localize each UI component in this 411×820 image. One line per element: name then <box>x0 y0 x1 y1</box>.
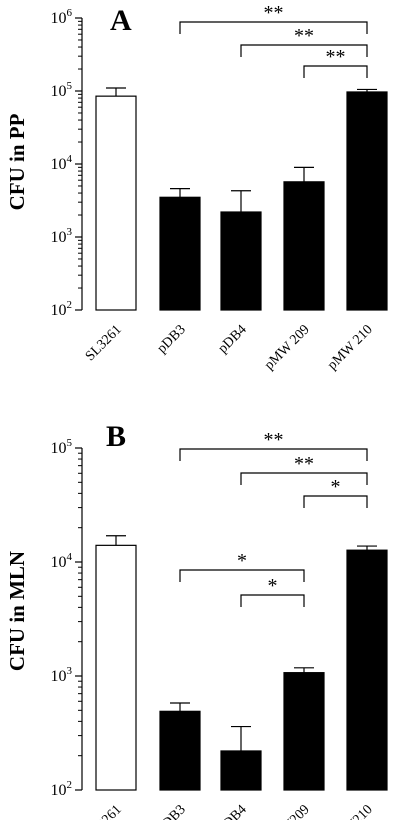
y-tick-label: 102 <box>51 299 73 319</box>
y-axis-label: CFU in PP <box>5 113 29 210</box>
y-tick-label: 105 <box>51 437 73 457</box>
bar-pdb4 <box>220 750 262 791</box>
significance-label: * <box>268 575 278 597</box>
significance-label: ** <box>264 429 284 451</box>
significance-bracket <box>179 569 305 582</box>
y-tick-label: 103 <box>51 665 73 685</box>
y-tick-label: 103 <box>51 226 73 246</box>
x-tick-label: SL3261 <box>83 322 125 364</box>
bar-sl3261 <box>95 544 137 791</box>
significance-bracket <box>240 472 368 485</box>
y-tick-label: 102 <box>51 779 73 799</box>
x-tick-label: SL3261 <box>83 802 125 820</box>
x-tick-label: pMW 210 <box>325 322 376 373</box>
significance-bracket <box>179 21 368 34</box>
significance-bracket <box>179 448 368 461</box>
bar-pdb3 <box>159 710 201 791</box>
bar-pmw210 <box>346 549 388 791</box>
y-axis-label: CFU in MLN <box>5 551 29 671</box>
x-tick-label: pDB3 <box>155 802 189 820</box>
bar-pmw-209 <box>283 181 325 311</box>
significance-bracket <box>303 65 368 78</box>
x-tick-label: pDB4 <box>216 802 250 820</box>
x-tick-label: pDB4 <box>216 322 250 356</box>
y-tick-label: 105 <box>51 80 73 100</box>
panel-title: A <box>110 4 132 37</box>
significance-bracket <box>240 44 368 57</box>
significance-label: ** <box>264 2 284 24</box>
bar-pmw209 <box>283 672 325 791</box>
x-tick-label: pDB3 <box>155 322 189 356</box>
y-tick-label: 106 <box>51 7 73 27</box>
bar-sl3261 <box>95 95 137 311</box>
significance-bracket <box>240 594 305 607</box>
chart-panel-a: A CFU in PP 102 103 104 105 106 SL3261 pDB3 pDB4 p… <box>5 2 388 373</box>
significance-bracket <box>303 495 368 508</box>
significance-label: * <box>237 550 247 572</box>
chart-panel-b: B CFU in MLN 102 103 104 105 SL3261 pDB3 pDB4 pMW… <box>5 420 388 820</box>
y-tick-label: 104 <box>51 153 73 173</box>
bar-pmw-210 <box>346 91 388 311</box>
panel-title: B <box>106 420 126 453</box>
significance-label: ** <box>294 453 314 475</box>
x-tick-label: pMW 209 <box>262 322 313 373</box>
bar-pdb4 <box>220 211 262 311</box>
significance-label: ** <box>326 46 346 68</box>
significance-label: ** <box>294 25 314 47</box>
y-tick-label: 104 <box>51 551 73 571</box>
significance-label: * <box>331 476 341 498</box>
bar-pdb3 <box>159 196 201 311</box>
